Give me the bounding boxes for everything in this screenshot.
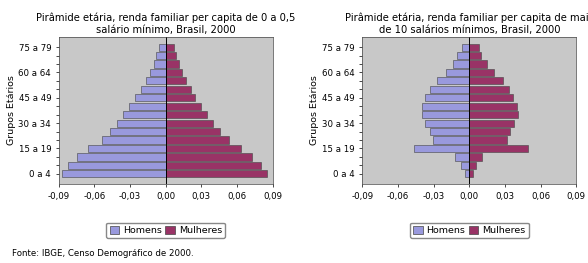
Bar <box>68 162 166 169</box>
Bar <box>469 162 476 169</box>
Bar <box>76 153 166 160</box>
Bar <box>166 120 213 127</box>
Bar <box>422 103 469 110</box>
Bar <box>469 153 482 160</box>
Bar <box>123 111 166 118</box>
Bar <box>89 145 166 152</box>
Bar <box>141 86 166 93</box>
Bar <box>166 111 208 118</box>
Title: Pirâmide etária, renda familiar per capita de 0 a 0,5
salário mínimo, Brasil, 20: Pirâmide etária, renda familiar per capi… <box>36 13 295 35</box>
Bar <box>413 145 469 152</box>
Bar <box>469 77 503 84</box>
Bar <box>166 77 186 84</box>
Bar <box>166 94 195 101</box>
Bar <box>469 60 487 68</box>
Bar <box>166 145 240 152</box>
Bar <box>430 128 469 135</box>
Bar <box>469 52 481 59</box>
Legend: Homens, Mulheres: Homens, Mulheres <box>410 222 529 238</box>
Bar <box>145 77 166 84</box>
Text: Fonte: IBGE, Censo Demográfico de 2000.: Fonte: IBGE, Censo Demográfico de 2000. <box>12 249 193 258</box>
Bar <box>166 128 220 135</box>
Bar <box>469 86 509 93</box>
Bar <box>166 60 179 68</box>
Bar <box>462 43 469 51</box>
Bar <box>117 120 166 127</box>
Bar <box>461 162 469 169</box>
Bar <box>166 162 260 169</box>
Bar <box>446 69 469 76</box>
Bar <box>102 136 166 144</box>
Bar <box>159 43 166 51</box>
Bar <box>457 52 469 59</box>
Bar <box>166 103 201 110</box>
Bar <box>425 94 469 101</box>
Bar <box>425 120 469 127</box>
Bar <box>62 170 166 178</box>
Bar <box>166 153 252 160</box>
Bar <box>469 94 513 101</box>
Bar <box>166 136 229 144</box>
Title: Pirâmide etária, renda familiar per capita de mais
de 10 salários mínimos, Brasi: Pirâmide etária, renda familiar per capi… <box>345 13 588 35</box>
Bar <box>422 111 469 118</box>
Y-axis label: Grupos Etários: Grupos Etários <box>310 75 319 145</box>
Bar <box>156 52 166 59</box>
Bar <box>469 170 473 178</box>
Bar <box>166 86 191 93</box>
Bar <box>166 43 174 51</box>
Bar <box>430 86 469 93</box>
Bar <box>469 128 510 135</box>
Bar <box>469 103 517 110</box>
Bar <box>110 128 166 135</box>
Y-axis label: Grupos Etários: Grupos Etários <box>6 75 16 145</box>
Legend: Homens, Mulheres: Homens, Mulheres <box>106 222 225 238</box>
Bar <box>455 153 469 160</box>
Bar <box>135 94 166 101</box>
Bar <box>166 170 267 178</box>
Bar <box>469 69 495 76</box>
Bar <box>166 52 176 59</box>
Bar <box>129 103 166 110</box>
Bar <box>151 69 166 76</box>
Bar <box>469 111 518 118</box>
Bar <box>437 77 469 84</box>
Bar <box>154 60 166 68</box>
Bar <box>469 120 514 127</box>
Bar <box>469 145 527 152</box>
Bar <box>166 69 182 76</box>
Bar <box>465 170 469 178</box>
Bar <box>453 60 469 68</box>
Bar <box>469 43 479 51</box>
Bar <box>469 136 507 144</box>
Bar <box>433 136 469 144</box>
